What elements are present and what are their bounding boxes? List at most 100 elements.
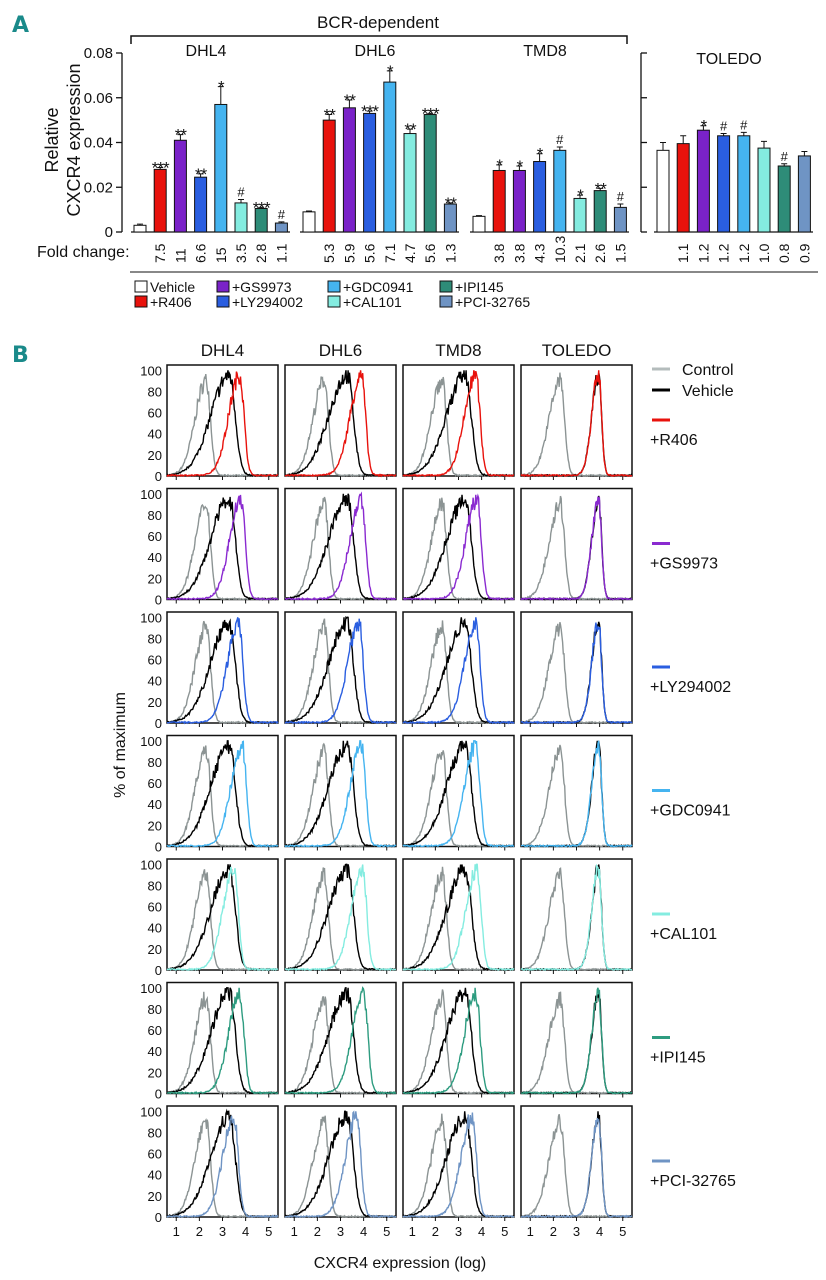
plot-frame xyxy=(402,1105,515,1218)
x-tick-label: 4 xyxy=(596,1224,603,1239)
bar-toledo-gdc0941 xyxy=(737,135,751,233)
bar-toledo-cal101 xyxy=(757,147,771,233)
x-tick-label: 2 xyxy=(432,1224,439,1239)
fold-change-label: Fold change: xyxy=(37,244,130,261)
fold-change-value: 10.3 xyxy=(552,236,568,263)
plot-frame xyxy=(520,364,633,477)
significance-marker: # xyxy=(781,149,789,164)
y-tick-label: 100 xyxy=(140,1104,162,1119)
treatment-curve xyxy=(284,1110,397,1219)
bar-dhl6-r406 xyxy=(322,119,336,233)
histogram-grid: DHL4 DHL6 TMD8 TOLEDO020406080100+R40602040… xyxy=(140,341,736,1239)
histogram-tmd8-ipi145 xyxy=(402,981,515,1098)
y-tick-label: 80 xyxy=(148,755,162,770)
bar-tmd8-vehicle xyxy=(472,215,486,233)
significance-marker: * xyxy=(577,186,584,205)
plot-frame xyxy=(520,981,633,1095)
significance-marker: * xyxy=(537,145,544,164)
y-tick-label: 60 xyxy=(148,1023,162,1038)
error-bar xyxy=(238,199,244,203)
column-title-dhl6: DHL6 xyxy=(319,341,362,360)
y-tick-label: 0 xyxy=(155,1210,162,1225)
fold-change-value: 5.3 xyxy=(321,243,337,263)
bar-dhl4-ly294002 xyxy=(194,176,208,233)
treatment-curve xyxy=(166,740,279,848)
y-tick-label: 0.04 xyxy=(84,135,113,152)
treatment-curve xyxy=(284,740,397,848)
error-bar xyxy=(197,173,204,178)
histogram-dhl6-ly294002 xyxy=(284,611,397,727)
significance-marker: *** xyxy=(361,102,379,121)
histogram-dhl4-ipi145 xyxy=(166,981,279,1098)
histogram-tmd8-cal101 xyxy=(402,858,515,974)
fold-change-value: 15 xyxy=(213,247,229,263)
treatment-curve xyxy=(520,740,633,848)
error-bar xyxy=(597,187,604,191)
legend-swatch xyxy=(134,280,148,293)
fold-change-value: 5.6 xyxy=(422,243,438,263)
y-tick-label: 60 xyxy=(148,1147,162,1162)
significance-marker: ** xyxy=(404,120,417,139)
error-bar xyxy=(516,165,523,171)
bar-tmd8-pci-32765 xyxy=(613,206,627,233)
error-bar xyxy=(157,167,164,170)
y-tick-label: 20 xyxy=(148,695,162,710)
y-tick-label: 0 xyxy=(155,469,162,484)
legend-swatch xyxy=(327,280,341,293)
legend-swatch xyxy=(216,280,230,293)
significance-marker: * xyxy=(517,157,524,176)
legend-swatch xyxy=(134,295,148,308)
y-tick-label: 20 xyxy=(148,818,162,833)
fold-change-value: 3.8 xyxy=(511,243,527,263)
y-tick-label: 20 xyxy=(148,1065,162,1080)
treatment-curve xyxy=(402,740,515,848)
legend-swatch xyxy=(439,280,453,293)
y-tick-label: 0 xyxy=(155,593,162,608)
error-bar xyxy=(217,86,224,105)
fold-change-value: 7.1 xyxy=(382,243,398,263)
treatment-legend-label: +CAL101 xyxy=(650,926,717,943)
y-tick-label: 0 xyxy=(155,963,162,978)
legend-label: +GDC0941 xyxy=(343,279,414,295)
bar-dhl6-ipi145 xyxy=(423,114,437,233)
y-tick-label: 40 xyxy=(148,550,162,565)
treatment-legend-label: +R406 xyxy=(650,432,698,449)
histogram-tmd8-ly294002 xyxy=(402,611,515,727)
group-title-dhl6: DHL6 xyxy=(355,43,396,60)
error-bar xyxy=(700,125,707,131)
significance-marker: ** xyxy=(445,194,458,213)
plot-frame xyxy=(520,487,633,601)
treatment-legend-label: +IPI145 xyxy=(650,1050,706,1067)
error-bar xyxy=(577,194,583,199)
treatment-curve xyxy=(520,1117,633,1219)
y-tick-label: 40 xyxy=(148,921,162,936)
y-tick-label: 40 xyxy=(148,674,162,689)
fold-change-value: 5.9 xyxy=(341,243,357,263)
plot-frame xyxy=(520,1105,633,1218)
x-tick-label: 5 xyxy=(265,1224,272,1239)
y-tick-label: 100 xyxy=(140,487,162,502)
bar-dhl6-gs9973 xyxy=(342,107,356,233)
y-tick-label: 20 xyxy=(148,1189,162,1204)
y-tick-label: 40 xyxy=(148,1168,162,1183)
significance-marker: # xyxy=(720,119,728,134)
x-tick-label: 5 xyxy=(501,1224,508,1239)
significance-marker: # xyxy=(740,117,748,132)
bar-dhl6-gdc0941 xyxy=(383,81,397,233)
fold-change-value: 1.2 xyxy=(736,243,752,263)
bar-toledo-vehicle xyxy=(656,149,670,233)
histogram-dhl6-pci-32765: 1 2 3 4 5 xyxy=(284,1105,397,1239)
fold-change-value: 5.6 xyxy=(362,243,378,263)
bcr-dependent-bracket xyxy=(130,35,628,44)
y-tick-label: 80 xyxy=(148,1125,162,1140)
plot-frame xyxy=(402,364,515,477)
histogram-dhl4-r406 xyxy=(166,364,279,480)
treatment-curve xyxy=(284,618,397,725)
error-bar xyxy=(781,163,788,166)
fold-change-value: 3.5 xyxy=(233,243,249,263)
treatment-legend-label: +GDC0941 xyxy=(650,803,731,820)
treatment-curve xyxy=(520,987,633,1095)
histogram-dhl6-gs9973 xyxy=(284,487,397,604)
y-tick-label: 0 xyxy=(155,1087,162,1102)
y-tick-label: 100 xyxy=(140,981,162,996)
